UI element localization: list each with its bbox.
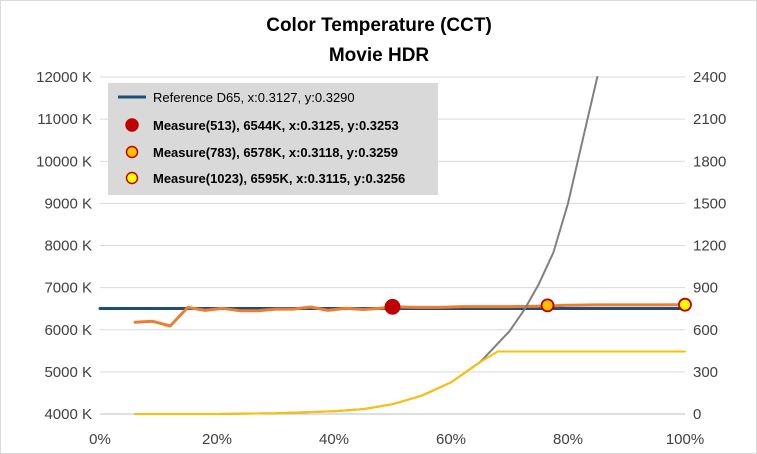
y2-tick-label: 300 — [693, 364, 718, 381]
y2-tick-label: 2100 — [693, 111, 726, 128]
y-tick-label: 11000 K — [37, 111, 92, 128]
y-tick-label: 8000 K — [44, 238, 92, 255]
y2-tick-label: 600 — [693, 322, 718, 339]
legend-swatch-measure-783 — [125, 145, 139, 159]
marker-measure-1023 — [678, 297, 692, 312]
legend-label-measure-783: Measure(783), 6578K, x:0.3118, y:0.3259 — [153, 145, 398, 160]
legend-swatch-measure-513 — [125, 118, 139, 132]
y2-tick-label: 1800 — [693, 153, 726, 170]
marker-measure-783 — [540, 298, 555, 313]
x-tick-label: 60% — [436, 431, 466, 448]
legend-swatch-measure-1023 — [125, 171, 139, 185]
chart-title: Color Temperature (CCT) — [266, 15, 492, 36]
measured-luminance-line — [134, 350, 686, 415]
y-tick-label: 10000 K — [36, 153, 92, 170]
y2-tick-label: 900 — [693, 280, 718, 297]
y-tick-label: 5000 K — [44, 364, 92, 381]
legend: Reference D65, x:0.3127, y:0.3290 Measur… — [108, 83, 438, 195]
y2-tick-label: 1500 — [693, 195, 726, 212]
measure-markers — [384, 297, 692, 315]
y-tick-label: 12000 K — [36, 69, 92, 86]
y-tick-label: 7000 K — [44, 280, 92, 297]
y-tick-label: 4000 K — [44, 406, 92, 423]
x-tick-label: 100% — [666, 431, 704, 448]
legend-background — [108, 83, 438, 195]
legend-label-measure-513: Measure(513), 6544K, x:0.3125, y:0.3253 — [153, 118, 399, 133]
x-tick-label: 40% — [319, 431, 349, 448]
x-tick-label: 20% — [202, 431, 232, 448]
x-tick-label: 80% — [553, 431, 583, 448]
legend-label-reference: Reference D65, x:0.3127, y:0.3290 — [153, 90, 355, 105]
legend-label-measure-1023: Measure(1023), 6595K, x:0.3115, y:0.3256 — [153, 171, 405, 186]
y-tick-label: 6000 K — [44, 322, 92, 339]
cct-line — [133, 303, 687, 328]
chart-subtitle: Movie HDR — [329, 45, 430, 66]
y-tick-label: 9000 K — [44, 195, 92, 212]
y2-tick-label: 2400 — [693, 69, 726, 86]
marker-measure-513 — [384, 298, 401, 315]
y2-tick-label: 1200 — [693, 238, 726, 255]
x-tick-label: 0% — [89, 431, 111, 448]
y2-tick-label: 0 — [693, 406, 701, 423]
